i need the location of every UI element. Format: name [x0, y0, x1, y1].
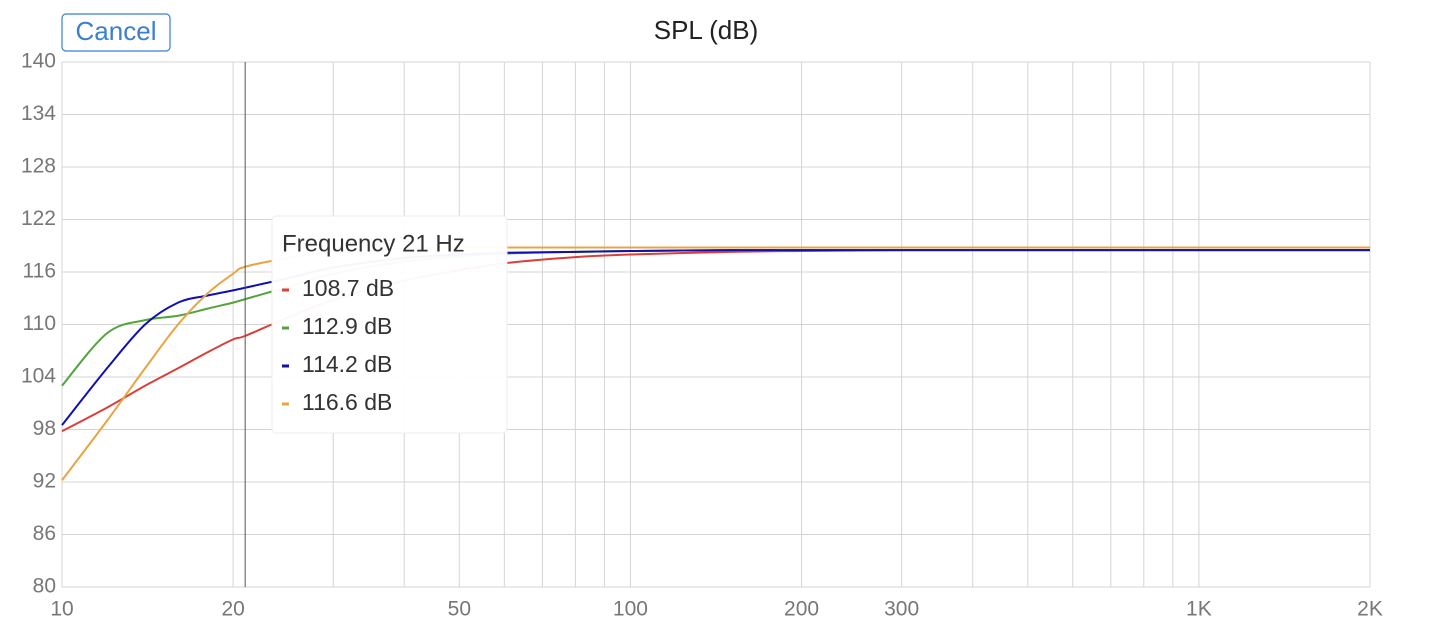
tooltip-swatch [282, 402, 289, 406]
x-tick-label: 1K [1186, 598, 1212, 621]
tooltip-swatch [282, 364, 289, 368]
tooltip-value: 116.6 dB [302, 389, 392, 415]
x-tick-label: 10 [50, 598, 73, 621]
tooltip-value: 112.9 dB [302, 313, 392, 339]
series-line [61, 246, 1370, 481]
y-tick-label: 122 [21, 207, 56, 230]
x-tick-label: 200 [784, 598, 819, 621]
y-tick-label: 116 [23, 260, 56, 283]
x-tick-label: 20 [221, 598, 244, 621]
tooltip-title: Frequency 21 Hz [282, 230, 465, 257]
series-line [61, 249, 1370, 426]
y-tick-label: 140 [21, 50, 56, 73]
y-tick-label: 86 [33, 522, 56, 545]
x-tick-label: 100 [613, 598, 648, 621]
y-tick-label: 134 [21, 102, 56, 125]
y-tick-label: 104 [21, 365, 56, 388]
x-tick-label: 300 [884, 598, 919, 621]
tooltip-swatch [282, 326, 289, 330]
series-line [61, 249, 1370, 433]
y-tick-label: 98 [33, 417, 56, 440]
tooltip-value: 108.7 dB [302, 275, 394, 301]
tooltip-value: 114.2 dB [302, 351, 392, 377]
cancel-label[interactable]: Cancel [76, 16, 157, 46]
y-tick-label: 110 [23, 312, 56, 335]
series-line [61, 249, 1370, 387]
tooltip-box [271, 215, 508, 434]
x-tick-label: 2K [1357, 598, 1383, 621]
y-tick-label: 92 [33, 470, 56, 493]
x-tick-label: 50 [448, 598, 471, 621]
y-tick-label: 128 [21, 155, 56, 178]
chart-title: SPL (dB) [654, 15, 759, 45]
cancel-button[interactable] [61, 13, 171, 52]
y-tick-label: 80 [33, 575, 56, 598]
tooltip-swatch [282, 288, 289, 292]
